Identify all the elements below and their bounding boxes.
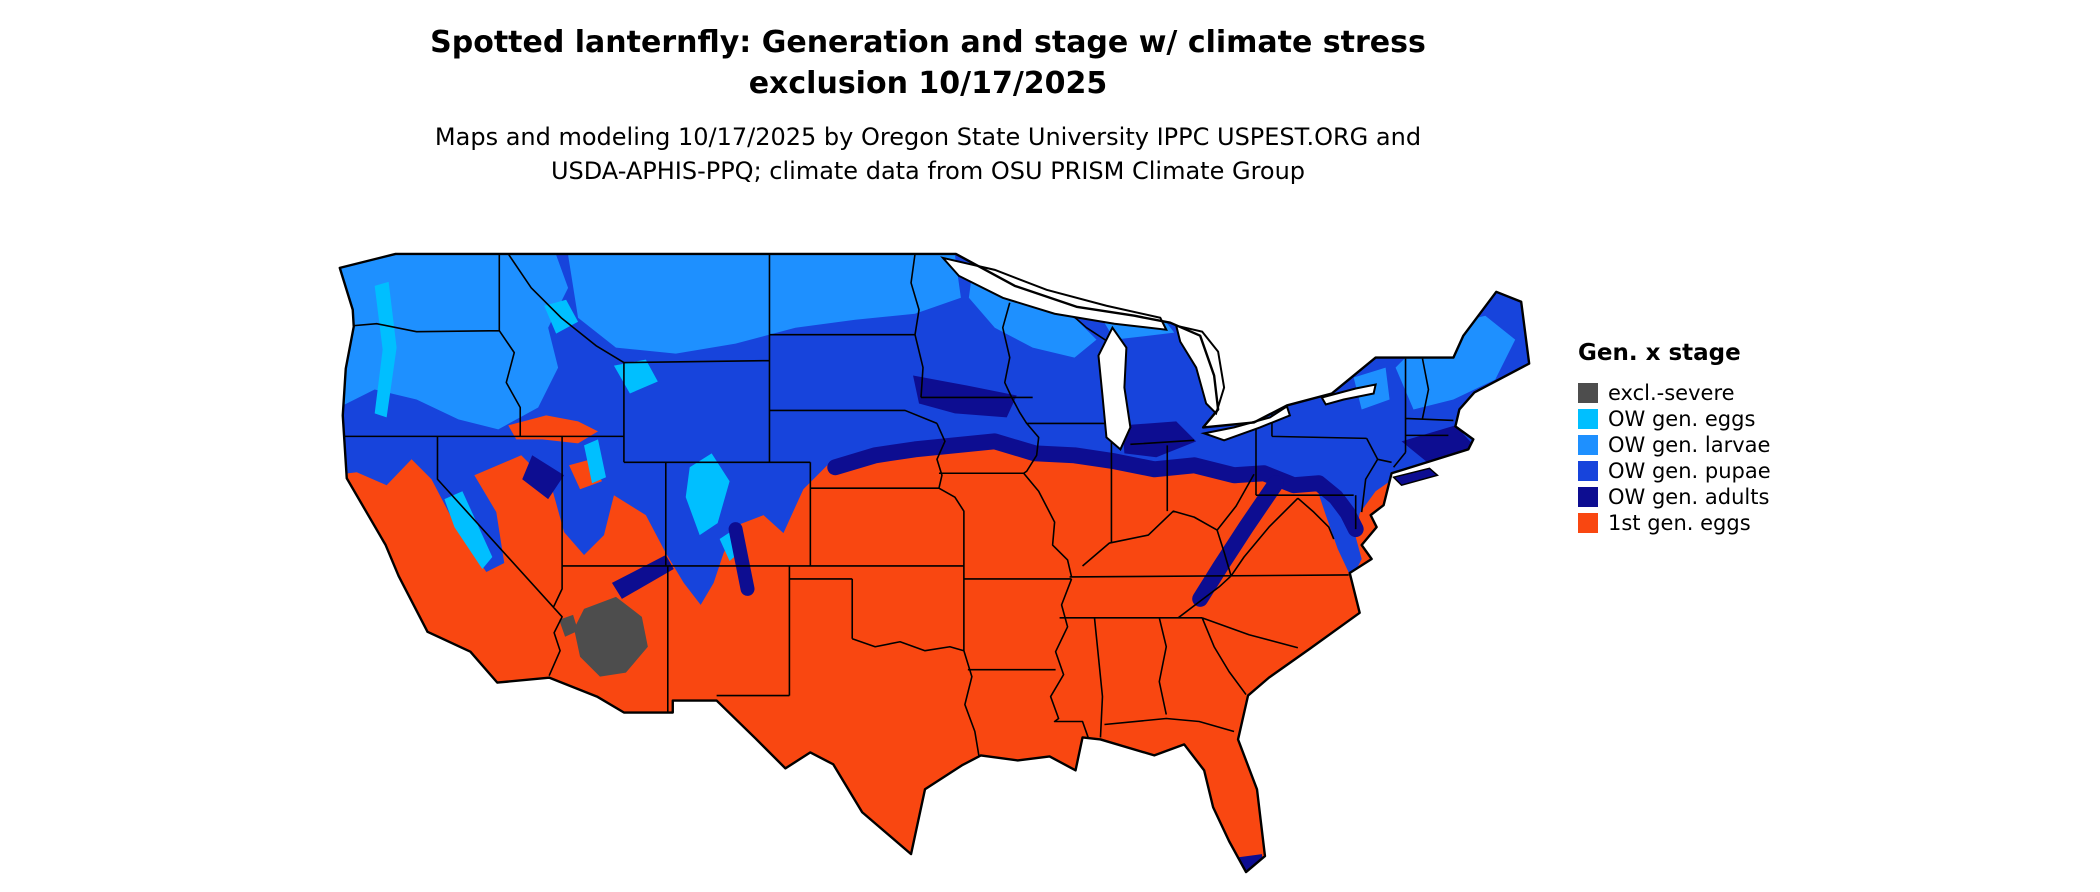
- figure-subtitle: Maps and modeling 10/17/2025 by Oregon S…: [0, 120, 1856, 188]
- legend: Gen. x stage excl.-severe OW gen. eggs O…: [1578, 340, 1878, 536]
- lake-ontario: [1320, 383, 1377, 406]
- us-map: [315, 228, 1535, 886]
- legend-swatch-ow-adults: [1578, 487, 1598, 507]
- legend-swatch-ow-pupae: [1578, 461, 1598, 481]
- subtitle-line-2: USDA-APHIS-PPQ; climate data from OSU PR…: [550, 157, 1306, 185]
- title-line-2: exclusion 10/17/2025: [748, 66, 1108, 101]
- region-ow-adults-appalachia: [1192, 475, 1284, 607]
- legend-item-ow-larvae: OW gen. larvae: [1578, 432, 1878, 458]
- lake-erie: [1200, 404, 1292, 442]
- legend-swatch-excl-severe: [1578, 383, 1598, 403]
- legend-label: OW gen. adults: [1608, 485, 1770, 509]
- title-line-1: Spotted lanternfly: Generation and stage…: [430, 25, 1426, 60]
- national-outline: [338, 252, 1531, 874]
- region-ow-adults-transition-band: [827, 433, 1364, 538]
- legend-item-excl-severe: excl.-severe: [1578, 380, 1878, 406]
- legend-title: Gen. x stage: [1578, 340, 1741, 366]
- lake-michigan: [1097, 325, 1132, 451]
- legend-label: OW gen. pupae: [1608, 459, 1771, 483]
- legend-swatch-first-gen-eggs: [1578, 513, 1598, 533]
- long-island: [1392, 467, 1439, 487]
- page-title: Spotted lanternfly: Generation and stage…: [0, 22, 1856, 104]
- subtitle-line-1: Maps and modeling 10/17/2025 by Oregon S…: [434, 123, 1422, 151]
- legend-item-ow-adults: OW gen. adults: [1578, 484, 1878, 510]
- legend-label: excl.-severe: [1608, 381, 1735, 405]
- legend-item-ow-eggs: OW gen. eggs: [1578, 406, 1878, 432]
- region-ow-larvae: [339, 254, 1516, 430]
- region-excl-severe-arizona: [559, 596, 648, 677]
- state-borders: [339, 253, 1454, 756]
- region-ow-adults-new-mexico-ridge: [728, 522, 755, 596]
- legend-swatch-ow-eggs: [1578, 409, 1598, 429]
- legend-label: 1st gen. eggs: [1608, 511, 1751, 535]
- region-first-gen-eggs-west-pockets: [340, 291, 602, 490]
- legend-item-first-gen-eggs: 1st gen. eggs: [1578, 510, 1878, 536]
- legend-label: OW gen. larvae: [1608, 433, 1771, 457]
- legend-item-ow-pupae: OW gen. pupae: [1578, 458, 1878, 484]
- us-map-svg: [338, 252, 1531, 874]
- legend-swatch-ow-larvae: [1578, 435, 1598, 455]
- legend-label: OW gen. eggs: [1608, 407, 1756, 431]
